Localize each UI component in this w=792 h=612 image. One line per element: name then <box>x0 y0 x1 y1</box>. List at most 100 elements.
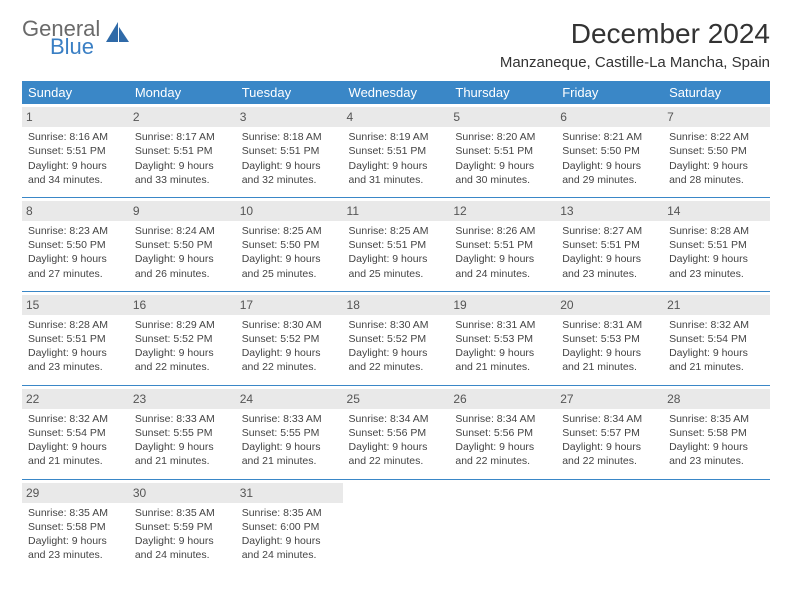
sunrise-line: Sunrise: 8:31 AM <box>455 318 550 332</box>
daylight-line: Daylight: 9 hours and 23 minutes. <box>669 440 764 468</box>
daylight-line: Daylight: 9 hours and 32 minutes. <box>242 159 337 187</box>
calendar-day-cell: 14 Sunrise: 8:28 AMSunset: 5:51 PMDayligh… <box>663 197 770 291</box>
daylight-line: Daylight: 9 hours and 23 minutes. <box>669 252 764 280</box>
daylight-line: Daylight: 9 hours and 33 minutes. <box>135 159 230 187</box>
sunset-line: Sunset: 5:54 PM <box>669 332 764 346</box>
daylight-line: Daylight: 9 hours and 21 minutes. <box>455 346 550 374</box>
calendar-day-cell: 3Sunrise: 8:18 AMSunset: 5:51 PMDaylight… <box>236 104 343 197</box>
sunset-line: Sunset: 5:56 PM <box>349 426 444 440</box>
day-number: 11 <box>343 201 450 221</box>
calendar-day-cell: 6Sunrise: 8:21 AMSunset: 5:50 PMDaylight… <box>556 104 663 197</box>
calendar-empty-cell: . <box>449 479 556 572</box>
calendar-day-cell: 16Sunrise: 8:29 AMSunset: 5:52 PMDayligh… <box>129 291 236 385</box>
day-number: 30 <box>129 483 236 503</box>
day-number: 25 <box>343 389 450 409</box>
sunset-line: Sunset: 5:51 PM <box>669 238 764 252</box>
daylight-line: Daylight: 9 hours and 22 minutes. <box>349 440 444 468</box>
sunset-line: Sunset: 5:51 PM <box>455 144 550 158</box>
sunset-line: Sunset: 5:51 PM <box>28 332 123 346</box>
calendar-day-cell: 13Sunrise: 8:27 AMSunset: 5:51 PMDayligh… <box>556 197 663 291</box>
calendar-day-cell: 4Sunrise: 8:19 AMSunset: 5:51 PMDaylight… <box>343 104 450 197</box>
daylight-line: Daylight: 9 hours and 21 minutes. <box>28 440 123 468</box>
sunset-line: Sunset: 5:51 PM <box>28 144 123 158</box>
calendar-day-cell: 12Sunrise: 8:26 AMSunset: 5:51 PMDayligh… <box>449 197 556 291</box>
calendar-day-cell: 25Sunrise: 8:34 AMSunset: 5:56 PMDayligh… <box>343 385 450 479</box>
calendar-empty-cell: . <box>343 479 450 572</box>
day-number: 14 <box>663 201 770 221</box>
calendar-day-cell: 28Sunrise: 8:35 AMSunset: 5:58 PMDayligh… <box>663 385 770 479</box>
sunset-line: Sunset: 5:57 PM <box>562 426 657 440</box>
daylight-line: Daylight: 9 hours and 25 minutes. <box>242 252 337 280</box>
daylight-line: Daylight: 9 hours and 21 minutes. <box>242 440 337 468</box>
calendar-day-cell: 7 Sunrise: 8:22 AMSunset: 5:50 PMDaylight… <box>663 104 770 197</box>
day-number: 22 <box>22 389 129 409</box>
calendar-day-cell: 30Sunrise: 8:35 AMSunset: 5:59 PMDayligh… <box>129 479 236 572</box>
sunset-line: Sunset: 5:56 PM <box>455 426 550 440</box>
sunrise-line: Sunrise: 8:25 AM <box>242 224 337 238</box>
sunrise-line: Sunrise: 8:30 AM <box>349 318 444 332</box>
day-number: 31 <box>236 483 343 503</box>
sunrise-line: Sunrise: 8:28 AM <box>669 224 764 238</box>
daylight-line: Daylight: 9 hours and 23 minutes. <box>562 252 657 280</box>
sunset-line: Sunset: 5:58 PM <box>669 426 764 440</box>
sunrise-line: Sunrise: 8:33 AM <box>242 412 337 426</box>
sunset-line: Sunset: 6:00 PM <box>242 520 337 534</box>
calendar-day-cell: 27Sunrise: 8:34 AMSunset: 5:57 PMDayligh… <box>556 385 663 479</box>
day-number: 18 <box>343 295 450 315</box>
daylight-line: Daylight: 9 hours and 22 minutes. <box>562 440 657 468</box>
sunrise-line: Sunrise: 8:21 AM <box>562 130 657 144</box>
calendar-day-cell: 8Sunrise: 8:23 AMSunset: 5:50 PMDaylight… <box>22 197 129 291</box>
sunset-line: Sunset: 5:54 PM <box>28 426 123 440</box>
day-number: 15 <box>22 295 129 315</box>
day-number: 21 <box>663 295 770 315</box>
calendar-day-cell: 24Sunrise: 8:33 AMSunset: 5:55 PMDayligh… <box>236 385 343 479</box>
sunrise-line: Sunrise: 8:26 AM <box>455 224 550 238</box>
daylight-line: Daylight: 9 hours and 22 minutes. <box>349 346 444 374</box>
calendar-body: 1Sunrise: 8:16 AMSunset: 5:51 PMDaylight… <box>22 104 770 572</box>
daylight-line: Daylight: 9 hours and 21 minutes. <box>135 440 230 468</box>
calendar-week-row: 1Sunrise: 8:16 AMSunset: 5:51 PMDaylight… <box>22 104 770 197</box>
day-number: 27 <box>556 389 663 409</box>
day-header: Monday <box>129 81 236 104</box>
sunrise-line: Sunrise: 8:32 AM <box>28 412 123 426</box>
sunset-line: Sunset: 5:51 PM <box>349 238 444 252</box>
sunrise-line: Sunrise: 8:17 AM <box>135 130 230 144</box>
calendar-day-cell: 31Sunrise: 8:35 AMSunset: 6:00 PMDayligh… <box>236 479 343 572</box>
day-number: 6 <box>556 107 663 127</box>
logo-text: General Blue <box>22 18 100 58</box>
day-number: 29 <box>22 483 129 503</box>
calendar-day-cell: 5Sunrise: 8:20 AMSunset: 5:51 PMDaylight… <box>449 104 556 197</box>
sunset-line: Sunset: 5:58 PM <box>28 520 123 534</box>
day-number: 8 <box>22 201 129 221</box>
logo-word-2: Blue <box>50 36 100 58</box>
daylight-line: Daylight: 9 hours and 34 minutes. <box>28 159 123 187</box>
day-number: 4 <box>343 107 450 127</box>
day-number: 9 <box>129 201 236 221</box>
calendar-day-cell: 18Sunrise: 8:30 AMSunset: 5:52 PMDayligh… <box>343 291 450 385</box>
daylight-line: Daylight: 9 hours and 23 minutes. <box>28 534 123 562</box>
day-header: Wednesday <box>343 81 450 104</box>
sunset-line: Sunset: 5:50 PM <box>669 144 764 158</box>
sunset-line: Sunset: 5:52 PM <box>242 332 337 346</box>
sunrise-line: Sunrise: 8:28 AM <box>28 318 123 332</box>
daylight-line: Daylight: 9 hours and 27 minutes. <box>28 252 123 280</box>
daylight-line: Daylight: 9 hours and 24 minutes. <box>135 534 230 562</box>
sunrise-line: Sunrise: 8:35 AM <box>669 412 764 426</box>
calendar-header-row: SundayMondayTuesdayWednesdayThursdayFrid… <box>22 81 770 104</box>
day-number: 7 <box>663 107 770 127</box>
sunrise-line: Sunrise: 8:31 AM <box>562 318 657 332</box>
calendar-day-cell: 11Sunrise: 8:25 AMSunset: 5:51 PMDayligh… <box>343 197 450 291</box>
calendar-empty-cell: . <box>556 479 663 572</box>
sunset-line: Sunset: 5:52 PM <box>135 332 230 346</box>
day-header: Thursday <box>449 81 556 104</box>
daylight-line: Daylight: 9 hours and 31 minutes. <box>349 159 444 187</box>
daylight-line: Daylight: 9 hours and 28 minutes. <box>669 159 764 187</box>
sunrise-line: Sunrise: 8:35 AM <box>135 506 230 520</box>
daylight-line: Daylight: 9 hours and 22 minutes. <box>242 346 337 374</box>
calendar-day-cell: 19Sunrise: 8:31 AMSunset: 5:53 PMDayligh… <box>449 291 556 385</box>
logo: General Blue <box>22 18 130 58</box>
sunrise-line: Sunrise: 8:23 AM <box>28 224 123 238</box>
sunrise-line: Sunrise: 8:22 AM <box>669 130 764 144</box>
logo-sail-icon <box>104 20 130 46</box>
calendar-day-cell: 9Sunrise: 8:24 AMSunset: 5:50 PMDaylight… <box>129 197 236 291</box>
